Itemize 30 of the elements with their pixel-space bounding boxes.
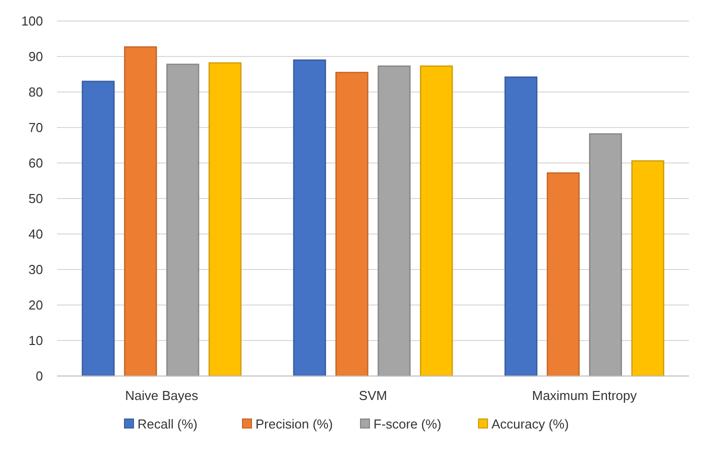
bar <box>378 65 411 377</box>
y-tick-label: 20 <box>28 298 43 313</box>
legend-label: Accuracy (%) <box>492 416 569 432</box>
bar <box>631 160 664 377</box>
bar <box>589 133 622 377</box>
bar <box>166 64 200 377</box>
y-tick-label: 100 <box>21 14 43 29</box>
legend-label: Recall (%) <box>138 416 198 432</box>
bar <box>546 172 580 377</box>
bar <box>208 62 242 377</box>
y-tick-label: 40 <box>28 226 43 242</box>
x-tick-label: Maximum Entropy <box>532 388 638 403</box>
y-tick-label: 30 <box>28 262 43 278</box>
x-tick-label: Naive Bayes <box>125 388 199 403</box>
x-tick-label: SVM <box>358 388 388 403</box>
y-tick-label: 50 <box>28 191 43 206</box>
legend-label: F-score (%) <box>374 416 442 432</box>
y-tick-label: 70 <box>28 120 43 136</box>
bar <box>82 80 115 377</box>
bar <box>293 59 326 377</box>
bar <box>420 65 453 377</box>
bar <box>504 76 538 377</box>
y-tick-label: 80 <box>28 84 43 100</box>
y-tick-label: 0 <box>36 368 43 384</box>
bar <box>335 72 368 377</box>
bar <box>124 46 157 377</box>
y-tick-label: 90 <box>28 49 43 64</box>
legend-label: Precision (%) <box>256 416 333 432</box>
y-tick-label: 60 <box>28 156 43 171</box>
y-tick-label: 10 <box>28 333 43 348</box>
